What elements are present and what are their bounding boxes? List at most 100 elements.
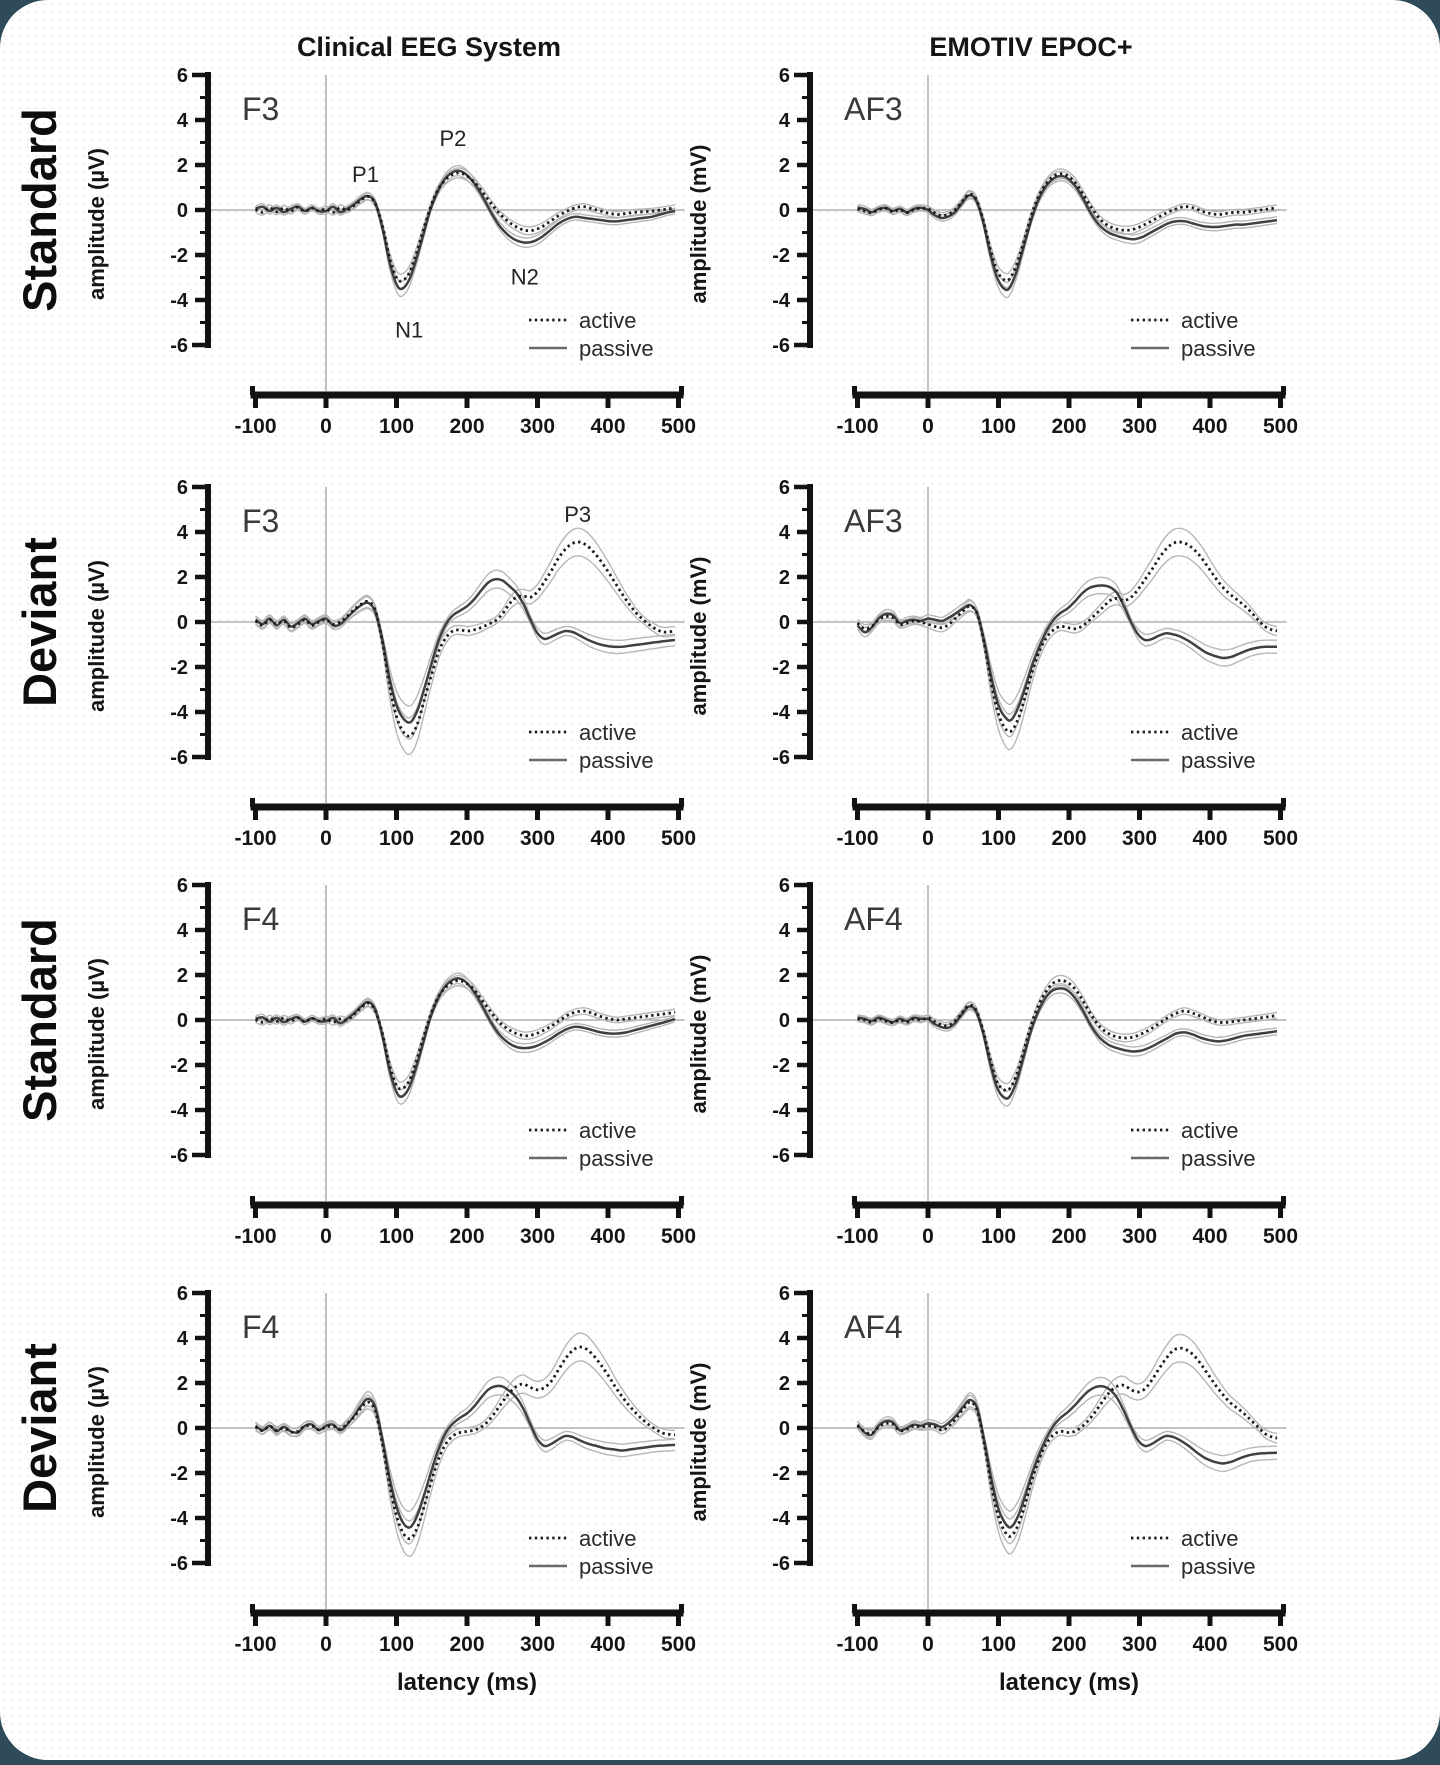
y-tick-label: -2 (772, 245, 790, 267)
erp-plot-af4-standard-emotiv: 6 4 2 0 -2 -4 -6 -100 0 100 200 300 400 500 AF4 active p… (686, 875, 1298, 1248)
y-tick-label: -2 (170, 1463, 188, 1485)
active-confidence-band (255, 177, 676, 289)
y-tick-label: -4 (170, 1508, 189, 1530)
y-tick-label: 6 (177, 65, 188, 87)
x-tick-label: 0 (320, 415, 332, 438)
x-tick-label: 500 (661, 827, 696, 850)
x-tick-label: -100 (836, 1633, 878, 1656)
y-tick-label: -2 (772, 1463, 790, 1485)
active-confidence-band (255, 984, 676, 1097)
passive-confidence-band (255, 569, 676, 707)
column-header-emotiv: EMOTIV EPOC+ (929, 32, 1132, 62)
passive-trace (856, 1384, 1278, 1529)
x-tick-label: 500 (661, 1225, 696, 1248)
x-axis-title: latency (ms) (397, 1669, 537, 1696)
legend-passive-label: passive (1181, 1554, 1256, 1579)
y-tick-label: -6 (772, 335, 790, 357)
x-tick-label: 200 (1051, 1225, 1086, 1248)
y-tick-label: -6 (170, 1553, 188, 1575)
x-tick-label: 500 (1263, 827, 1298, 850)
y-tick-label: 4 (779, 1328, 791, 1350)
passive-trace (856, 584, 1278, 722)
x-tick-label: -100 (234, 1225, 276, 1248)
component-annotation-p2: P2 (439, 126, 466, 151)
y-axis-title: amplitude (µV) (84, 1366, 109, 1518)
active-trace (254, 171, 676, 283)
active-trace (856, 540, 1278, 734)
y-tick-label: 6 (177, 1283, 188, 1305)
y-tick-label: 4 (177, 920, 189, 942)
passive-trace (857, 987, 1278, 1100)
y-tick-label: 6 (177, 477, 188, 499)
y-tick-label: 0 (779, 1010, 790, 1032)
y-tick-label: 2 (779, 965, 790, 987)
y-tick-label: 0 (177, 612, 188, 634)
active-confidence-band (857, 178, 1278, 289)
active-trace (857, 979, 1278, 1093)
passive-confidence-band (856, 1394, 1278, 1545)
row-label-0: Standard (13, 108, 66, 312)
component-annotation-n1: N1 (395, 317, 423, 342)
y-tick-label: -2 (772, 657, 790, 679)
passive-confidence-band (857, 992, 1278, 1107)
x-tick-label: 400 (590, 827, 625, 850)
y-tick-label: -6 (772, 747, 790, 769)
x-tick-label: 300 (1122, 827, 1157, 850)
active-confidence-band (857, 555, 1278, 751)
x-tick-label: 200 (449, 415, 484, 438)
x-tick-label: 0 (320, 1225, 332, 1248)
x-tick-label: 0 (922, 1225, 934, 1248)
legend-passive-label: passive (1181, 336, 1256, 361)
x-tick-label: -100 (234, 827, 276, 850)
y-tick-label: 6 (779, 65, 790, 87)
legend-active-label: active (579, 1526, 636, 1551)
x-tick-label: 500 (661, 415, 696, 438)
y-tick-label: -6 (170, 747, 188, 769)
y-tick-label: -6 (170, 1145, 188, 1167)
x-tick-label: 200 (1051, 415, 1086, 438)
y-tick-label: 2 (177, 1373, 188, 1395)
electrode-label: F4 (242, 1309, 279, 1345)
x-tick-label: 300 (520, 415, 555, 438)
erp-plot-f4-deviant-clinical: 6 4 2 0 -2 -4 -6 -100 0 100 200 300 400 500 F4 active pa… (84, 1283, 696, 1696)
y-tick-label: 6 (779, 1283, 790, 1305)
electrode-label: F3 (242, 503, 279, 539)
active-confidence-band (255, 1360, 676, 1557)
y-tick-label: 6 (779, 875, 790, 897)
y-tick-label: 0 (177, 200, 188, 222)
erp-plot-f3-standard-clinical: 6 4 2 0 -2 -4 -6 -100 0 100 200 300 400 500 F3 P1 P2 N1 N2… (84, 65, 696, 438)
x-tick-label: 500 (1263, 1633, 1298, 1656)
legend-active-label: active (1181, 720, 1238, 745)
x-tick-label: 100 (981, 1225, 1016, 1248)
row-label-3: Deviant (13, 1343, 66, 1513)
y-tick-label: -6 (170, 335, 188, 357)
x-tick-label: 300 (520, 1633, 555, 1656)
y-tick-label: 2 (177, 965, 188, 987)
active-confidence-band (255, 974, 676, 1083)
y-tick-label: -4 (170, 702, 189, 724)
legend-passive-label: passive (579, 336, 654, 361)
legend-active-label: active (579, 720, 636, 745)
y-tick-label: -2 (170, 245, 188, 267)
x-tick-label: 200 (449, 1633, 484, 1656)
legend-passive-label: passive (579, 748, 654, 773)
x-tick-label: 100 (981, 827, 1016, 850)
y-tick-label: 4 (177, 110, 189, 132)
x-tick-label: 400 (590, 1633, 625, 1656)
y-tick-label: 4 (779, 522, 791, 544)
y-axis-title: amplitude (mV) (686, 1363, 711, 1522)
passive-confidence-band (255, 982, 676, 1105)
passive-confidence-band (857, 180, 1278, 299)
passive-confidence-band (255, 587, 676, 740)
x-tick-label: 200 (1051, 827, 1086, 850)
y-axis-title: amplitude (µV) (84, 560, 109, 712)
component-annotation-n2: N2 (511, 265, 539, 290)
y-tick-label: 2 (177, 155, 188, 177)
electrode-label: AF4 (844, 901, 903, 937)
y-tick-label: 0 (779, 200, 790, 222)
x-tick-label: 0 (320, 827, 332, 850)
erp-plot-af4-deviant-emotiv: 6 4 2 0 -2 -4 -6 -100 0 100 200 300 400 500 AF4 active p… (686, 1283, 1298, 1696)
y-tick-label: -4 (772, 1100, 791, 1122)
x-tick-label: 300 (1122, 1225, 1157, 1248)
